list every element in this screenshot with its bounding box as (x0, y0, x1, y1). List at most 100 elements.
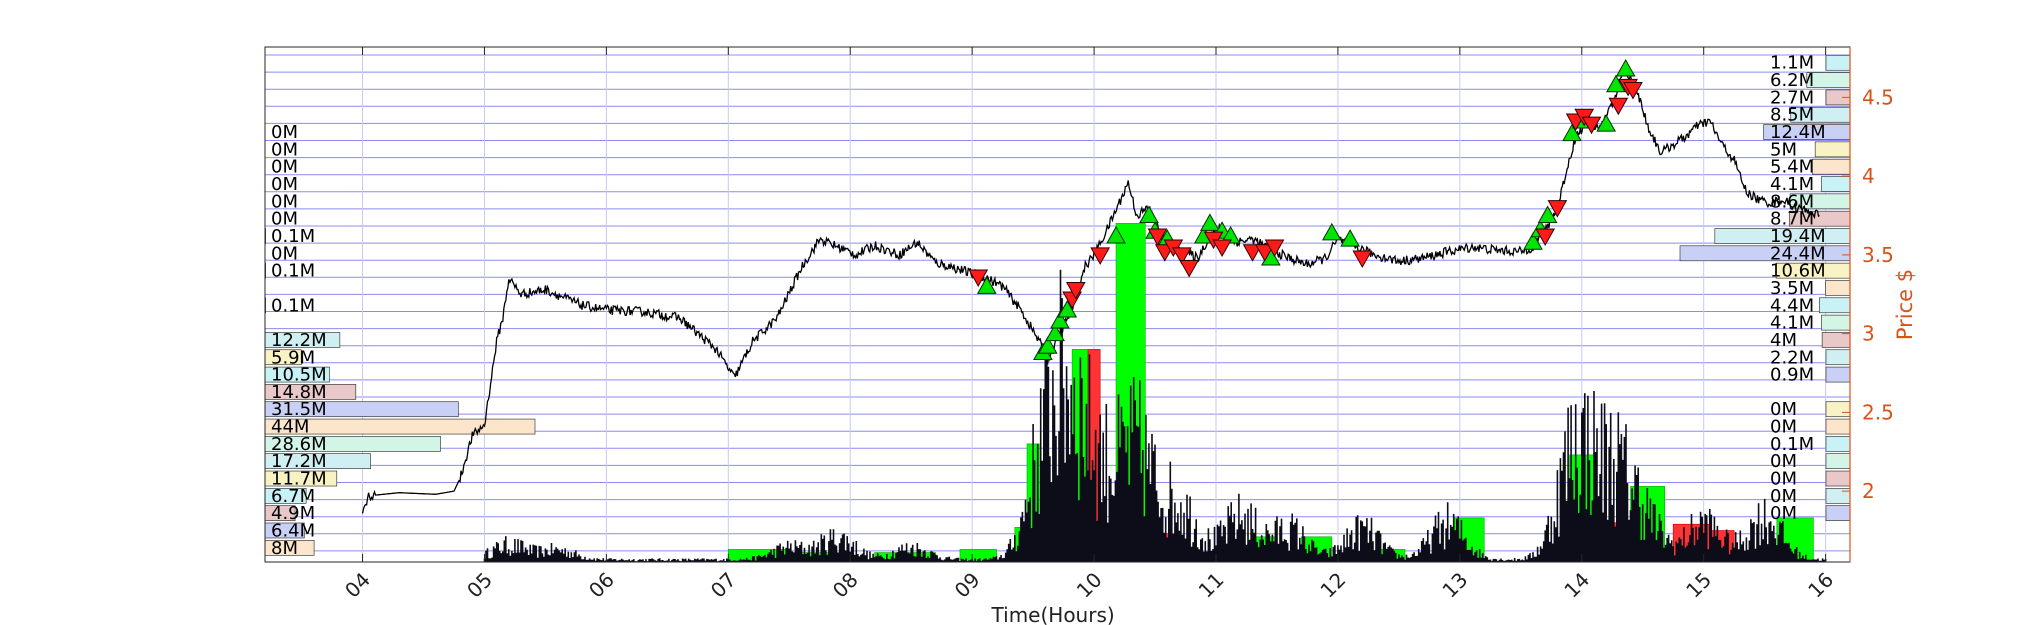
volume-profile-bar (1825, 470, 1851, 487)
buy-marker (1340, 229, 1360, 247)
sell-marker (1254, 244, 1275, 262)
volume-profile-right: 1.1M6.2M2.7M8.5M12.4M5M5.4M4.1M8.6M8.7M1… (1679, 53, 1851, 524)
sell-marker (1608, 97, 1629, 116)
buy-marker (1200, 213, 1220, 231)
buy-marker (1220, 225, 1241, 244)
sell-marker (1172, 247, 1192, 265)
plot-area: 0M0M0M0M0M0M0.1M0M0.1M0.1M12.2M5.9M10.5M… (264, 46, 1851, 563)
volume-profile-label: 19.4M (1770, 226, 1826, 247)
buy-marker (1537, 205, 1558, 224)
buy-marker (1045, 323, 1065, 342)
sell-marker (968, 269, 989, 287)
volume-profile-label: 0.1M (271, 261, 315, 282)
volume-profile-label: 4M (1770, 330, 1797, 351)
volume-profile-label: 44M (271, 417, 309, 438)
sell-marker (1623, 82, 1643, 100)
y-tick-label: 4.5 (1862, 85, 1894, 109)
volume-profile-label: 28.6M (271, 434, 327, 455)
volume-profile-label: 10.5M (271, 365, 327, 386)
y-tick-label: 2.5 (1862, 400, 1894, 424)
volume-profile-label: 6.2M (1770, 70, 1814, 91)
volume-profile-label: 11.7M (271, 469, 327, 490)
volume-profile-label: 0M (1770, 486, 1797, 507)
volume-profile-label: 0M (271, 157, 298, 178)
sell-marker (1212, 239, 1232, 258)
volume-profile-bar (1825, 488, 1851, 504)
volume-profile-label: 0M (1770, 399, 1797, 420)
volume-profile-label: 6.4M (271, 521, 315, 542)
volume-profile-label: 17.2M (271, 451, 327, 472)
volume-profile-label: 0M (1770, 469, 1797, 490)
buy-marker (1037, 336, 1058, 354)
price-line (361, 67, 1820, 514)
volume-profile-label: 10.6M (1770, 261, 1826, 282)
volume-profile-label: 31.5M (271, 399, 327, 420)
volume-profile-label: 0M (1770, 503, 1797, 524)
sell-marker (1264, 239, 1285, 258)
volume-profile-bar (1825, 453, 1851, 470)
volume-profile-label: 0M (271, 243, 298, 264)
y-axis-right: 2 2.5 3 3.5 4 4.5 (1842, 47, 1894, 562)
volume-profile-bar (1825, 54, 1851, 71)
sell-marker (1147, 228, 1168, 247)
volume-profile-label: 14.8M (271, 382, 327, 403)
volume-profile-label: 0M (271, 191, 298, 212)
buy-marker (1523, 232, 1543, 250)
sell-marker (1065, 282, 1086, 300)
sell-marker (1242, 244, 1263, 262)
volume-profile-label: 4.9M (271, 503, 315, 524)
volume-profile-label: 3.5M (1770, 278, 1814, 299)
x-axis-title: Time(Hours) (991, 603, 1115, 625)
volume-profile-bar (1814, 141, 1851, 158)
volume-profile-label: 0M (1770, 451, 1797, 472)
volume-profile-label: 24.4M (1770, 243, 1826, 264)
volume-profile-label: 12.2M (271, 330, 327, 351)
buy-marker (1139, 205, 1159, 224)
volume-profile-label: 6.7M (271, 486, 315, 507)
trade-markers (968, 59, 1643, 361)
volume-profile-bar (1825, 349, 1851, 366)
volume-profile-label: 5.9M (271, 347, 315, 368)
volume-profile-label: 2.7M (1770, 87, 1814, 108)
volume-profile-label: 0.1M (271, 226, 315, 247)
volume-profile-label: 1.1M (1770, 53, 1814, 74)
y-tick-label: 2 (1862, 479, 1875, 503)
volume-profile-label: 2.2M (1770, 347, 1814, 368)
volume-profile-label: 0M (1770, 417, 1797, 438)
volume-profile-label: 0M (271, 139, 298, 160)
buy-marker (1321, 222, 1342, 241)
sell-marker (1179, 259, 1200, 278)
volume-profile-label: 8.7M (1770, 209, 1814, 230)
volume-profile-bar (1812, 158, 1851, 175)
volume-profile-bar (1821, 176, 1851, 192)
sell-marker (1090, 247, 1111, 265)
volume-profile-label: 0M (271, 174, 298, 195)
sell-marker (1581, 116, 1602, 135)
sell-marker (1352, 250, 1373, 269)
volume-profile-bar (1821, 314, 1851, 331)
volume-profile-bar (1825, 280, 1851, 296)
sell-marker (1535, 228, 1556, 247)
volume-profile-bar (1821, 332, 1851, 348)
volume-profile-label: 8.5M (1770, 105, 1814, 126)
buy-marker (1615, 59, 1636, 77)
buy-marker (1606, 74, 1626, 93)
volume-profile-label: 5.4M (1770, 157, 1814, 178)
volume-profile-label: 8M (271, 538, 298, 559)
volume-profile-bar (1819, 297, 1851, 314)
grid-lines (265, 47, 1850, 562)
y-tick-label: 3.5 (1862, 243, 1894, 267)
volume-profile-label: 12.4M (1770, 122, 1826, 143)
volume-profile-label: 0M (271, 122, 298, 143)
volume-profile-label: 0.1M (271, 295, 315, 316)
volume-profile-bar (1825, 418, 1851, 435)
volume-profile-label: 5M (1770, 139, 1797, 160)
buy-marker (1057, 299, 1078, 318)
volume-profile-bar (1825, 505, 1851, 521)
y-axis-title: Price $ (1893, 269, 1917, 340)
y-tick-label: 4 (1862, 164, 1875, 188)
volume-profile-bar (1825, 366, 1851, 383)
y-tick-label: 3 (1862, 322, 1875, 346)
volume-profile-label: 0.1M (1770, 434, 1814, 455)
